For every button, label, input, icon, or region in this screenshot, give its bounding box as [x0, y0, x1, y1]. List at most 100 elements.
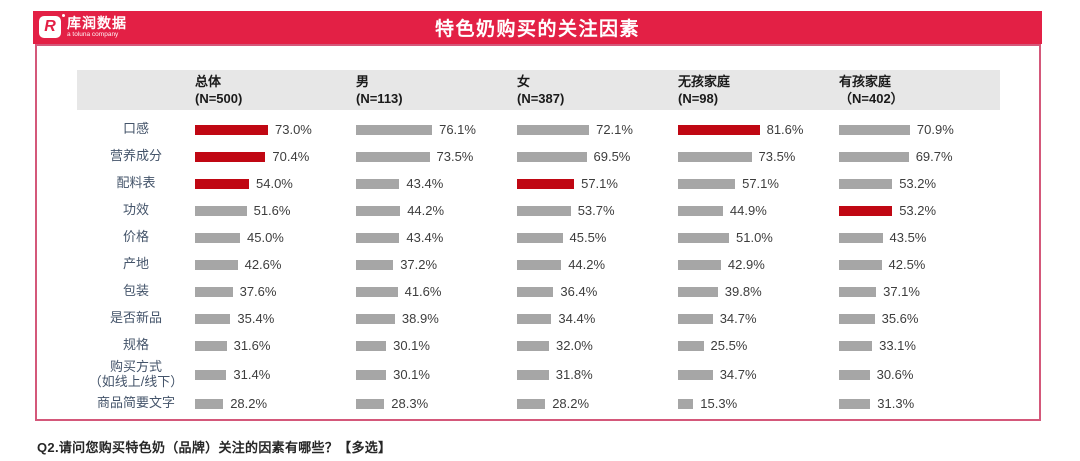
- bar: [195, 286, 233, 297]
- row-label: 配料表: [116, 175, 156, 191]
- bar-cell: 72.1%: [517, 116, 678, 143]
- bar-value: 43.4%: [406, 176, 444, 191]
- bar-value: 31.6%: [233, 338, 271, 353]
- brand-logo-text: 库润数据 a toluna company: [67, 16, 127, 38]
- column-header-1: 男 (N=113): [356, 70, 517, 110]
- row-label: 功效: [122, 202, 149, 218]
- bar: [356, 369, 387, 380]
- bar: [839, 313, 875, 324]
- bar: [517, 151, 587, 162]
- bar: [839, 178, 893, 189]
- bar-value: 69.5%: [593, 149, 631, 164]
- bar: [195, 178, 249, 189]
- bar-cell: 41.6%: [356, 278, 517, 305]
- bar-value: 36.4%: [560, 284, 598, 299]
- row-label: 商品简要文字: [96, 395, 175, 411]
- bar-cell: 69.7%: [839, 143, 1000, 170]
- bar-cell: 30.1%: [356, 332, 517, 359]
- bar-value: 42.9%: [727, 257, 765, 272]
- bar-cell: 44.9%: [678, 197, 839, 224]
- bar: [195, 340, 227, 351]
- bar: [678, 369, 713, 380]
- bar: [356, 151, 430, 162]
- title-bar: R 库润数据 a toluna company 特色奶购买的关注因素: [33, 11, 1042, 44]
- row-label: 营养成分: [109, 148, 162, 164]
- column-header-name: 男: [356, 74, 370, 89]
- bar-value: 44.9%: [729, 203, 767, 218]
- bar-value: 42.6%: [244, 257, 282, 272]
- column-header-2: 女 (N=387): [517, 70, 678, 110]
- bar: [517, 124, 590, 135]
- bar-value: 76.1%: [439, 122, 476, 137]
- bar: [678, 340, 704, 351]
- row-label: 产地: [122, 256, 149, 272]
- bar: [678, 259, 721, 270]
- column-header-n: （N=402）: [839, 90, 904, 106]
- bar-value: 44.2%: [568, 257, 606, 272]
- bar-cell: 37.6%: [195, 278, 356, 305]
- column-header-name: 有孩家庭: [839, 74, 892, 89]
- bar-value: 30.1%: [393, 367, 430, 382]
- bar-value: 41.6%: [404, 284, 442, 299]
- bar: [839, 286, 877, 297]
- bar-cell: 42.9%: [678, 251, 839, 278]
- bar-cell: 34.7%: [678, 359, 839, 390]
- chart-panel: 总体 (N=500) 男 (N=113) 女 (N=387) 无孩家庭 (N=98) 有孩家庭（…: [35, 44, 1041, 421]
- bar-value: 51.6%: [253, 203, 291, 218]
- bar-value: 34.7%: [719, 367, 757, 382]
- bar: [195, 232, 240, 243]
- bar-value: 53.2%: [899, 176, 937, 191]
- bar-cell: 37.2%: [356, 251, 517, 278]
- bar-value: 28.2%: [552, 396, 590, 411]
- bar-value: 42.5%: [888, 257, 926, 272]
- bar-cell: 53.2%: [839, 170, 1000, 197]
- bar: [678, 232, 729, 243]
- bar-value: 73.0%: [275, 122, 312, 137]
- bar-value: 73.5%: [758, 149, 796, 164]
- column-header-n: (N=113): [356, 90, 403, 106]
- bar: [356, 398, 385, 409]
- bar-chart-table: 总体 (N=500) 男 (N=113) 女 (N=387) 无孩家庭 (N=98) 有孩家庭（…: [77, 70, 1000, 417]
- bar-cell: 25.5%: [678, 332, 839, 359]
- bar-value: 44.2%: [407, 203, 445, 218]
- brand-logo-letter: R: [44, 18, 56, 36]
- bar-cell: 43.4%: [356, 170, 517, 197]
- bar-cell: 69.5%: [517, 143, 678, 170]
- bar: [678, 398, 694, 409]
- brand-logo: R 库润数据 a toluna company: [39, 14, 127, 39]
- column-header-name: 女: [517, 74, 531, 89]
- bar: [356, 286, 398, 297]
- bar-value: 51.0%: [736, 230, 773, 245]
- bar: [839, 151, 909, 162]
- bar-cell: 31.3%: [839, 390, 1000, 417]
- row-label: 口感: [122, 121, 149, 137]
- bar-cell: 45.5%: [517, 224, 678, 251]
- bar: [517, 313, 552, 324]
- bar-cell: 57.1%: [678, 170, 839, 197]
- bar-cell: 31.6%: [195, 332, 356, 359]
- bar: [195, 369, 227, 380]
- column-header-n: (N=500): [195, 90, 243, 106]
- bar: [517, 286, 554, 297]
- bar-value: 43.5%: [889, 230, 927, 245]
- bar-value: 53.7%: [577, 203, 615, 218]
- bar-cell: 42.5%: [839, 251, 1000, 278]
- bar: [839, 205, 893, 216]
- bar: [195, 205, 247, 216]
- bar: [517, 340, 549, 351]
- bar: [839, 340, 873, 351]
- bar-value: 81.6%: [766, 122, 804, 137]
- bar-value: 45.0%: [247, 230, 284, 245]
- bar: [356, 124, 433, 135]
- bar: [195, 124, 268, 135]
- page-title: 特色奶购买的关注因素: [434, 19, 640, 40]
- bar: [839, 124, 910, 135]
- bar-value: 37.2%: [400, 257, 438, 272]
- bar: [356, 205, 401, 216]
- bar-value: 31.4%: [233, 367, 271, 382]
- bar-value: 45.5%: [569, 230, 607, 245]
- bar-cell: 15.3%: [678, 390, 839, 417]
- bar-value: 35.4%: [237, 311, 275, 326]
- row-label: 购买方式 （如线上/线下）: [88, 358, 184, 389]
- bar: [356, 232, 400, 243]
